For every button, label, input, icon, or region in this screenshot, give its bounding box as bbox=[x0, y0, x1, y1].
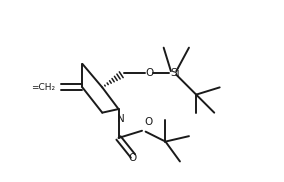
Text: =CH₂: =CH₂ bbox=[31, 83, 55, 92]
Text: O: O bbox=[129, 153, 137, 163]
Text: Si: Si bbox=[171, 68, 180, 78]
Text: O: O bbox=[145, 68, 153, 78]
Text: O: O bbox=[145, 117, 153, 127]
Text: N: N bbox=[117, 114, 125, 124]
